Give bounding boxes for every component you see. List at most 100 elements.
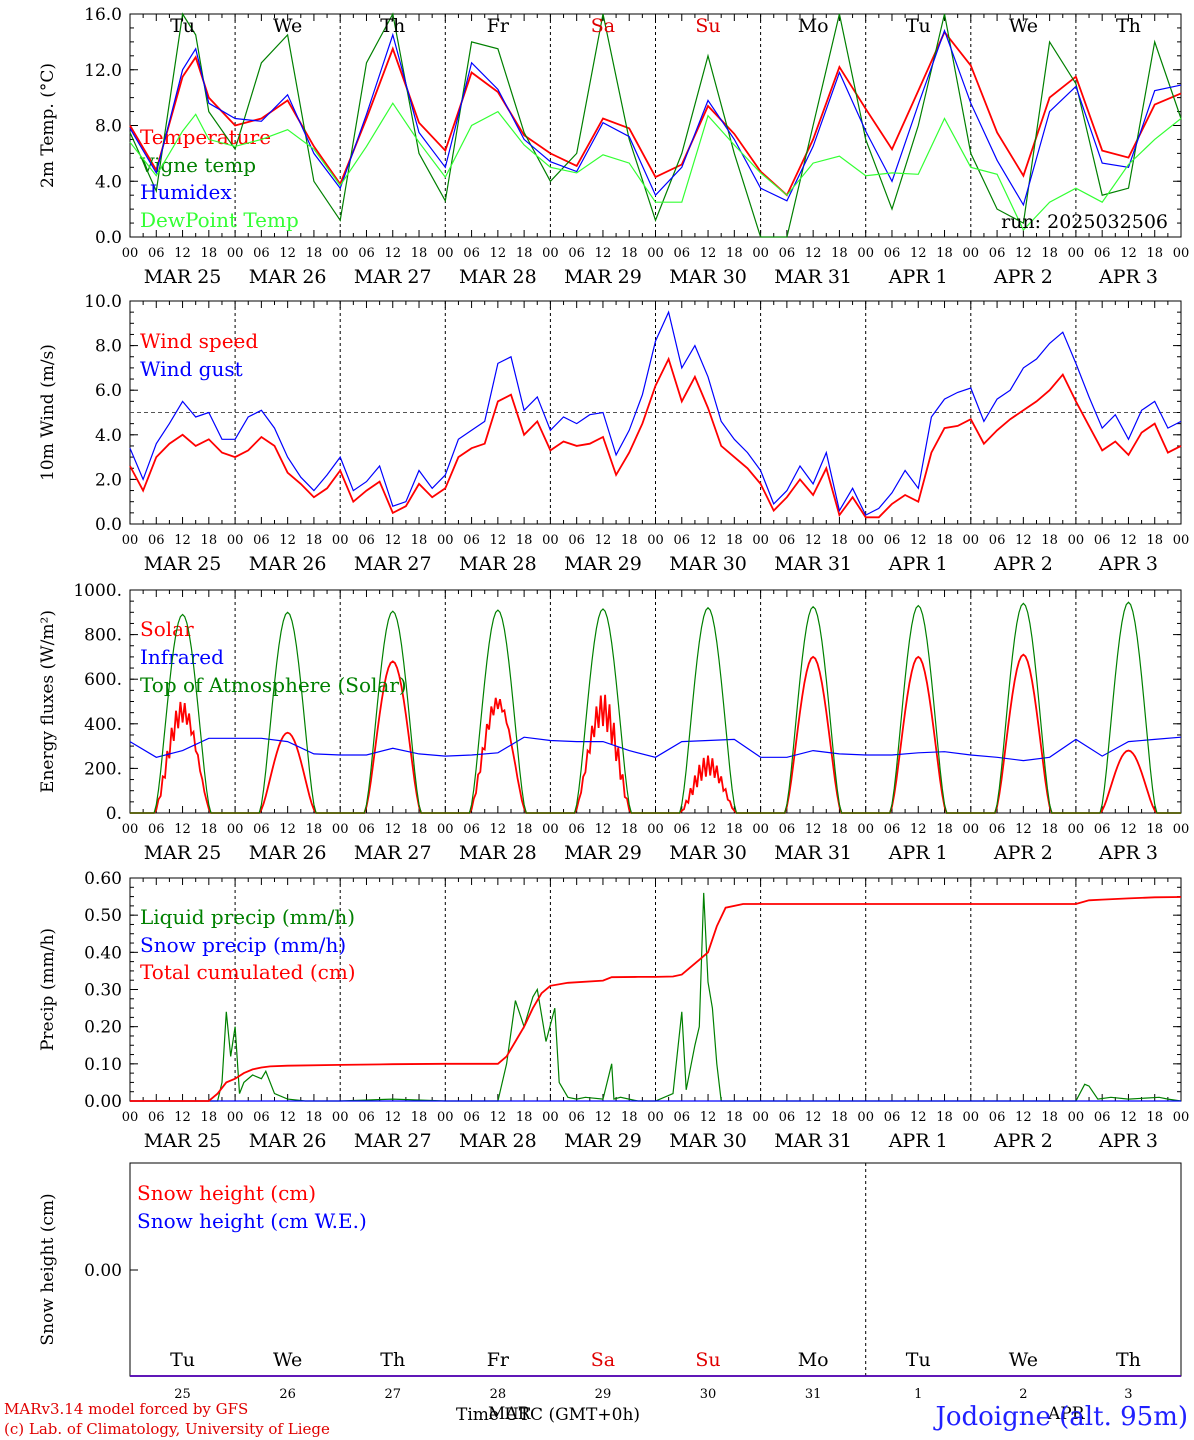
hour-tick-label: 18: [201, 533, 218, 548]
hour-tick-label: 12: [174, 1110, 191, 1125]
hour-tick-label: 12: [595, 533, 612, 548]
hour-tick-label: 12: [1120, 246, 1137, 261]
weekday-label: Tu: [906, 1349, 931, 1371]
date-label: MAR 27: [354, 553, 432, 575]
y-tick-label: 0.30: [84, 981, 122, 1001]
date-label: MAR 28: [459, 842, 537, 864]
hour-tick-label: 18: [831, 246, 848, 261]
weekday-label: We: [273, 1349, 302, 1371]
legend-entry: DewPoint Temp: [140, 208, 299, 232]
hour-tick-label: 06: [568, 246, 585, 261]
weekday-label: Th: [1116, 1349, 1141, 1371]
hour-tick-label: 12: [805, 246, 822, 261]
hour-tick-label: 12: [805, 533, 822, 548]
hour-tick-label: 06: [1094, 246, 1111, 261]
hour-tick-label: 00: [647, 533, 664, 548]
hour-tick-label: 00: [122, 246, 139, 261]
hour-tick-label: 00: [122, 1110, 139, 1125]
hour-tick-label: 06: [253, 822, 270, 837]
hour-tick-label: 06: [358, 246, 375, 261]
hour-tick-label: 18: [726, 822, 743, 837]
hour-tick-label: 06: [779, 533, 796, 548]
hour-tick-label: 18: [726, 1110, 743, 1125]
hour-tick-label: 12: [279, 1110, 296, 1125]
hour-tick-label: 00: [332, 246, 349, 261]
hour-tick-label: 00: [542, 246, 559, 261]
hour-tick-label: 00: [227, 1110, 244, 1125]
hour-tick-label: 18: [621, 822, 638, 837]
weekday-label: We: [1009, 1349, 1038, 1371]
hour-tick-label: 18: [936, 533, 953, 548]
hour-tick-label: 00: [1173, 822, 1190, 837]
hour-tick-label: 18: [621, 1110, 638, 1125]
y-tick-label: 0.00: [84, 1261, 122, 1281]
y-tick-label: 2.0: [95, 470, 122, 490]
weekday-label: Sa: [591, 15, 615, 37]
hour-tick-label: 18: [411, 533, 428, 548]
credit-lab: (c) Lab. of Climatology, University of L…: [4, 1420, 330, 1438]
hour-tick-label: 00: [332, 1110, 349, 1125]
hour-tick-label: 18: [306, 822, 323, 837]
hour-tick-label: 12: [174, 822, 191, 837]
y-tick-label: 4.0: [95, 172, 122, 192]
day-number-label: 2: [1019, 1387, 1027, 1402]
hour-tick-label: 18: [411, 246, 428, 261]
hour-tick-label: 00: [1068, 1110, 1085, 1125]
hour-tick-label: 00: [122, 822, 139, 837]
hour-tick-label: 12: [910, 1110, 927, 1125]
weekday-label: Mo: [798, 15, 829, 37]
hour-tick-label: 12: [1015, 246, 1032, 261]
hour-tick-label: 06: [463, 1110, 480, 1125]
y-tick-label: 600.: [84, 670, 122, 690]
hour-tick-label: 12: [384, 1110, 401, 1125]
day-number-label: 1: [914, 1387, 922, 1402]
date-label: APR 1: [888, 553, 948, 575]
hour-tick-label: 00: [752, 822, 769, 837]
hour-tick-label: 18: [621, 246, 638, 261]
hour-tick-label: 00: [227, 533, 244, 548]
hour-tick-label: 00: [963, 1110, 980, 1125]
hour-tick-label: 12: [384, 822, 401, 837]
hour-tick-label: 06: [463, 822, 480, 837]
hour-tick-label: 12: [1015, 533, 1032, 548]
hour-tick-label: 18: [516, 1110, 533, 1125]
hour-tick-label: 00: [437, 1110, 454, 1125]
hour-tick-label: 12: [595, 822, 612, 837]
hour-tick-label: 06: [674, 822, 691, 837]
y-tick-label: 0.40: [84, 943, 122, 963]
y-tick-label: 0.20: [84, 1018, 122, 1038]
hour-tick-label: 06: [1094, 1110, 1111, 1125]
date-label: MAR 31: [774, 1130, 852, 1152]
day-number-label: 3: [1124, 1387, 1132, 1402]
hour-tick-label: 00: [857, 1110, 874, 1125]
hour-tick-label: 12: [910, 246, 927, 261]
y-axis-label: 2m Temp. (°C): [38, 63, 58, 188]
weekday-label: We: [1009, 15, 1038, 37]
weekday-label: Su: [695, 1349, 720, 1371]
series-line-3: [129, 102, 1182, 232]
hour-tick-label: 00: [963, 822, 980, 837]
hour-tick-label: 00: [332, 822, 349, 837]
hour-tick-label: 12: [1120, 533, 1137, 548]
hour-tick-label: 06: [568, 1110, 585, 1125]
weekday-label: Fr: [487, 15, 510, 37]
y-tick-label: 0.00: [84, 1092, 122, 1112]
hour-tick-label: 12: [174, 246, 191, 261]
y-tick-label: 0.10: [84, 1055, 122, 1075]
hour-tick-label: 18: [936, 1110, 953, 1125]
month-mar-label: MAR: [488, 1404, 531, 1424]
hour-tick-label: 12: [700, 1110, 717, 1125]
hour-tick-label: 12: [490, 1110, 507, 1125]
y-axis-label: Precip (mm/h): [38, 928, 58, 1051]
hour-tick-label: 06: [463, 246, 480, 261]
day-number-label: 26: [279, 1387, 296, 1402]
hour-tick-label: 06: [989, 533, 1006, 548]
date-label: MAR 27: [354, 266, 432, 288]
weekday-label: Tu: [906, 15, 931, 37]
legend-entry: Wind speed: [140, 329, 258, 353]
y-axis-label: Energy fluxes (W/m²): [38, 610, 58, 793]
y-tick-label: 10.0: [84, 292, 122, 312]
date-label: MAR 25: [144, 1130, 222, 1152]
y-tick-label: 0.60: [84, 869, 122, 889]
hour-tick-label: 18: [831, 822, 848, 837]
